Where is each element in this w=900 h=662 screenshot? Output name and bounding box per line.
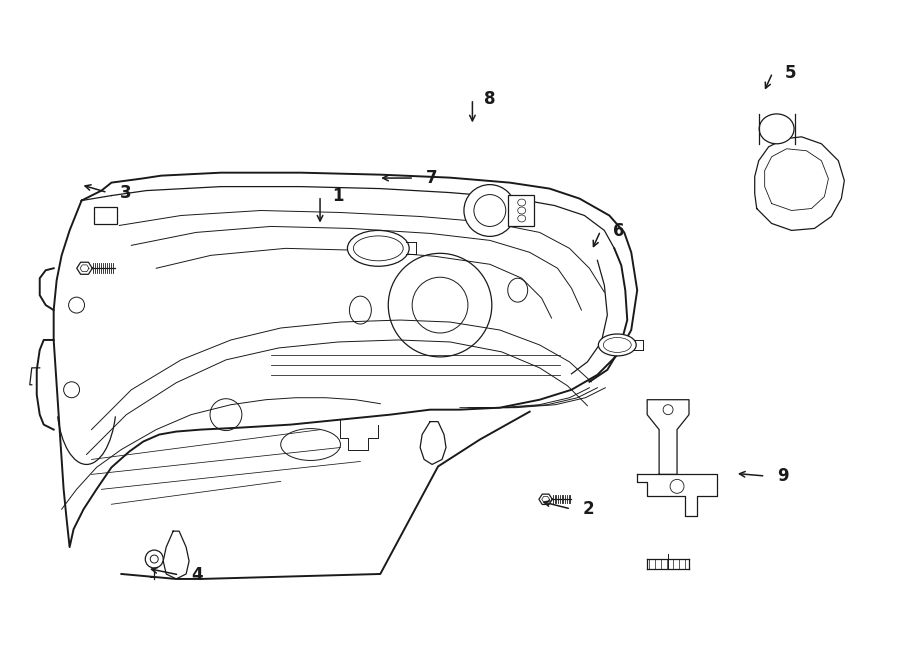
FancyBboxPatch shape (94, 207, 117, 224)
Polygon shape (76, 262, 93, 274)
Text: 2: 2 (583, 500, 595, 518)
Text: 4: 4 (192, 566, 202, 584)
Circle shape (464, 185, 516, 236)
Polygon shape (539, 494, 553, 504)
Text: 5: 5 (785, 64, 796, 81)
Polygon shape (637, 475, 717, 516)
Polygon shape (54, 173, 637, 547)
Text: 6: 6 (613, 222, 624, 240)
Text: 1: 1 (332, 187, 344, 205)
FancyBboxPatch shape (508, 195, 534, 226)
Polygon shape (647, 400, 689, 475)
Circle shape (145, 550, 163, 568)
Polygon shape (755, 137, 844, 230)
Text: 8: 8 (484, 90, 496, 108)
Text: 7: 7 (426, 169, 437, 187)
Text: 9: 9 (778, 467, 789, 485)
Ellipse shape (598, 334, 636, 356)
Ellipse shape (760, 114, 794, 144)
Text: 3: 3 (120, 183, 131, 201)
Ellipse shape (347, 230, 410, 266)
